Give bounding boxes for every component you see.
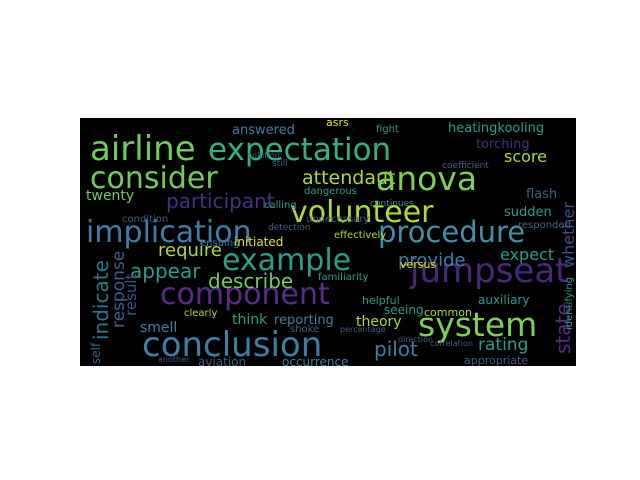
word-dangerous: dangerous [304, 186, 357, 197]
word-score: score [504, 147, 547, 166]
word-anova: anova [376, 159, 477, 198]
word-consider: consider [90, 161, 218, 196]
word-procedure: procedure [378, 215, 525, 249]
word-auxiliary: auxiliary [478, 293, 529, 307]
word-seeing: seeing [384, 303, 424, 317]
word-fight: fight [376, 124, 399, 135]
word-implication: implication [86, 215, 252, 250]
word-reporting: reporting [274, 313, 334, 328]
word-solution: solution [248, 151, 280, 160]
word-occurrence: occurrence [282, 355, 349, 366]
word-volunteer: volunteer [290, 195, 434, 230]
word-system: system [418, 305, 537, 344]
word-smell: smell [140, 320, 177, 336]
word-still: still [272, 159, 288, 169]
word-provide: provide [398, 250, 466, 271]
word-flash: flash [526, 187, 557, 202]
word-theory: theory [356, 314, 402, 330]
word-appropriate: appropriate [464, 354, 528, 366]
word-heatingkooling: heatingkooling [448, 121, 544, 136]
word-percentage: percentage [340, 325, 386, 334]
word-familiarity: familiarity [318, 272, 369, 283]
word-torching: torching [476, 137, 530, 152]
word-jumpseat: jumpseat [409, 251, 569, 291]
word-condition: condition [122, 214, 168, 225]
word-detection: detection [268, 223, 311, 233]
word-asrs: asrs [326, 118, 349, 129]
word-twenty: twenty [86, 188, 134, 204]
word-aviation: aviation [198, 355, 246, 366]
word-coefficient: coefficient [442, 161, 489, 171]
word-common: common [424, 306, 472, 319]
word-state: state [551, 303, 575, 354]
word-expectation: expectation [208, 132, 391, 168]
word-rating: rating [478, 335, 528, 355]
word-unnecessary: unnecessary [306, 214, 369, 225]
word-think: think [232, 312, 268, 328]
word-component: component [160, 277, 330, 312]
word-identifying: identifying [564, 277, 575, 330]
word-appear: appear [130, 259, 201, 283]
word-effectively: effectively [334, 230, 386, 241]
word-answered: answered [232, 123, 295, 138]
word-require: require [158, 240, 222, 261]
word-pilot: pilot [374, 337, 418, 361]
word-indicate: indicate [89, 260, 113, 340]
word-conclusion: conclusion [142, 325, 322, 365]
word-expect: expect [500, 245, 554, 264]
word-responded: responded [518, 220, 571, 231]
word-helpful: helpful [362, 294, 400, 307]
word-calling: calling [264, 200, 297, 211]
word-example: example [222, 243, 351, 278]
word-cloud-canvas: airline expectation consider attendaut anova… [80, 118, 576, 366]
word-correlation: correlation [430, 339, 473, 348]
word-direction: direction [398, 335, 433, 344]
word-attendaut: attendaut [302, 167, 395, 189]
word-another: another [158, 355, 190, 364]
word-ensuing: ensuing [200, 238, 240, 249]
word-describe: describe [208, 269, 293, 293]
word-sudden: sudden [504, 205, 552, 220]
word-self: self [89, 342, 103, 364]
word-response: response [109, 251, 129, 328]
word-continues: continues [370, 199, 414, 209]
word-whether: whether [559, 202, 576, 268]
word-shoke: shoke [290, 324, 319, 335]
word-participant: participant [166, 189, 275, 213]
word-initiated: initiated [234, 235, 283, 249]
word-airline: airline [90, 129, 196, 169]
word-versus: versus [400, 258, 437, 271]
word-clearly: clearly [184, 308, 217, 319]
word-result: result [122, 273, 140, 316]
